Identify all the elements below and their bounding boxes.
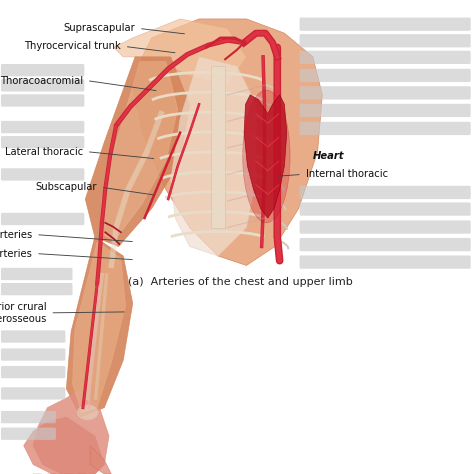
FancyBboxPatch shape xyxy=(1,121,84,133)
FancyBboxPatch shape xyxy=(300,69,471,82)
Text: Heart: Heart xyxy=(313,151,344,162)
FancyBboxPatch shape xyxy=(300,51,471,64)
Ellipse shape xyxy=(77,405,98,420)
Text: Anterior crural
interosseous: Anterior crural interosseous xyxy=(0,302,46,324)
FancyBboxPatch shape xyxy=(300,202,471,216)
Text: Thoracoacromial: Thoracoacromial xyxy=(0,75,83,86)
FancyBboxPatch shape xyxy=(1,268,73,280)
Text: (a)  Arteries of the chest and upper limb: (a) Arteries of the chest and upper limb xyxy=(128,277,353,287)
Polygon shape xyxy=(66,237,133,417)
FancyBboxPatch shape xyxy=(1,136,84,148)
Text: Thyrocervical trunk: Thyrocervical trunk xyxy=(24,41,121,52)
Text: Suprascapular: Suprascapular xyxy=(64,23,135,34)
FancyBboxPatch shape xyxy=(300,34,471,47)
Polygon shape xyxy=(244,95,287,218)
FancyBboxPatch shape xyxy=(1,330,65,343)
Polygon shape xyxy=(171,57,256,256)
Polygon shape xyxy=(33,389,109,474)
Polygon shape xyxy=(24,417,104,474)
Polygon shape xyxy=(100,62,178,242)
FancyBboxPatch shape xyxy=(300,255,471,269)
FancyBboxPatch shape xyxy=(300,238,471,251)
FancyBboxPatch shape xyxy=(300,104,471,117)
Polygon shape xyxy=(211,66,225,228)
Polygon shape xyxy=(85,57,190,246)
FancyBboxPatch shape xyxy=(1,213,84,225)
Polygon shape xyxy=(133,19,322,265)
Text: Ulnar recurrent arteries: Ulnar recurrent arteries xyxy=(0,248,32,259)
FancyBboxPatch shape xyxy=(300,18,471,31)
Polygon shape xyxy=(73,242,126,412)
FancyBboxPatch shape xyxy=(1,64,84,76)
Ellipse shape xyxy=(243,90,290,223)
Polygon shape xyxy=(114,19,246,85)
FancyBboxPatch shape xyxy=(300,86,471,100)
FancyBboxPatch shape xyxy=(300,220,471,234)
Text: Lateral thoracic: Lateral thoracic xyxy=(5,146,83,157)
Text: Internal thoracic: Internal thoracic xyxy=(306,169,388,180)
FancyBboxPatch shape xyxy=(1,94,84,107)
FancyBboxPatch shape xyxy=(1,79,84,91)
FancyBboxPatch shape xyxy=(1,348,65,361)
FancyBboxPatch shape xyxy=(1,168,84,181)
FancyBboxPatch shape xyxy=(1,387,65,400)
Text: Ulnar collateral arteries: Ulnar collateral arteries xyxy=(0,229,32,240)
Polygon shape xyxy=(90,446,111,474)
FancyBboxPatch shape xyxy=(1,283,73,295)
FancyBboxPatch shape xyxy=(300,186,471,199)
Text: Subscapular: Subscapular xyxy=(36,182,97,192)
FancyBboxPatch shape xyxy=(1,428,56,440)
FancyBboxPatch shape xyxy=(300,122,471,135)
FancyBboxPatch shape xyxy=(1,411,56,423)
FancyBboxPatch shape xyxy=(1,366,65,378)
